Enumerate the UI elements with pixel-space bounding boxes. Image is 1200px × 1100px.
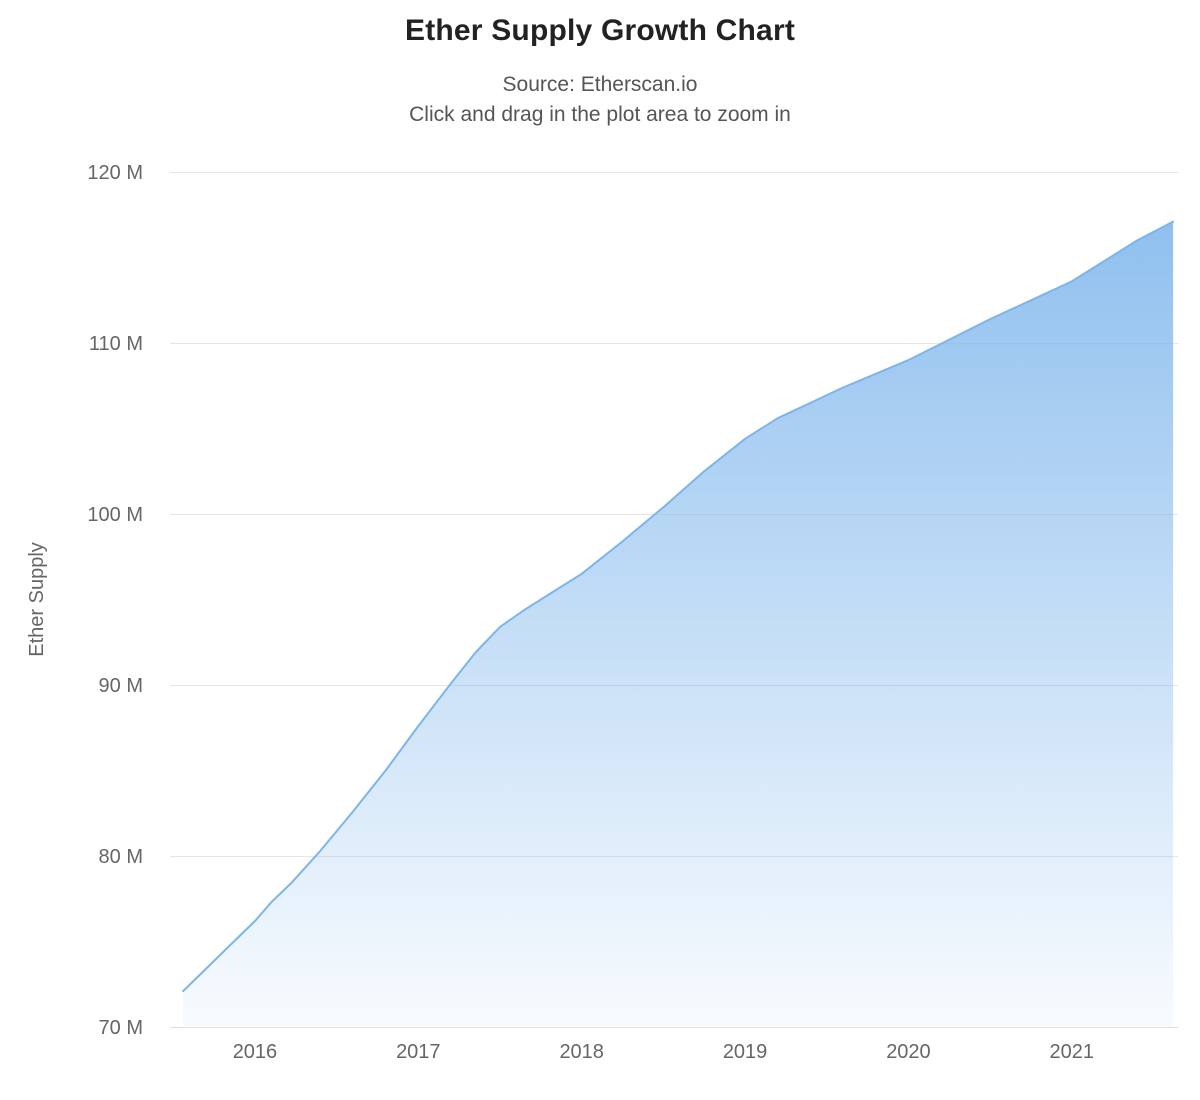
chart-title: Ether Supply Growth Chart [404, 14, 796, 47]
y-axis-tick-label: 80 M [99, 846, 143, 868]
chart-header: Ether Supply Growth Chart Source: Ethers… [0, 0, 1200, 130]
y-axis-tick-label: 90 M [99, 675, 143, 697]
area-series-fill [183, 221, 1174, 1028]
y-axis-tick-label: 110 M [89, 333, 143, 355]
x-axis-tick-label: 2016 [233, 1041, 278, 1063]
chart-subtitle-zoom-hint: Click and drag in the plot area to zoom … [409, 103, 791, 126]
x-axis-tick-label: 2017 [396, 1041, 441, 1063]
x-axis-tick-label: 2018 [559, 1041, 604, 1063]
x-axis-tick-label: 2019 [723, 1041, 768, 1063]
x-axis-tick-label: 2021 [1050, 1041, 1095, 1063]
y-axis-tick-label: 120 M [87, 162, 143, 184]
area-series-line [182, 220, 1175, 993]
y-axis-title: Ether Supply [26, 542, 48, 657]
plot-area[interactable] [170, 172, 1178, 1027]
chart-subtitle: Source: Etherscan.io Click and drag in t… [0, 70, 1200, 130]
y-axis-tick-label: 70 M [99, 1017, 143, 1039]
y-axis-tick-label: 100 M [87, 504, 143, 526]
x-axis-tick-label: 2020 [886, 1041, 931, 1063]
chart-subtitle-source: Source: Etherscan.io [502, 73, 698, 96]
